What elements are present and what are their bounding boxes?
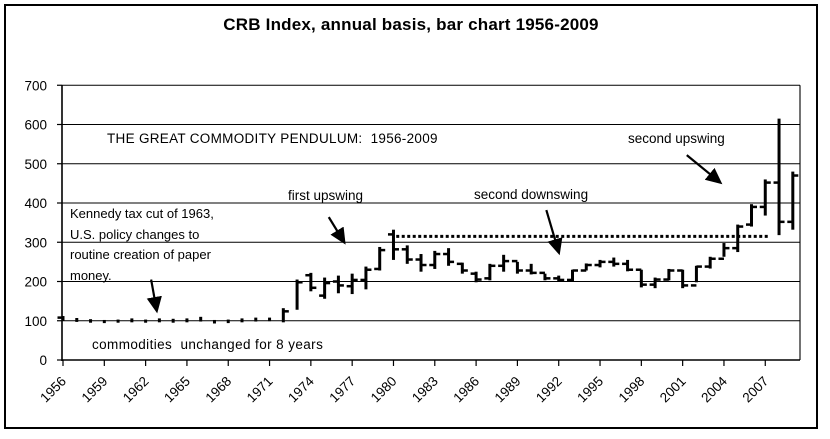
x-axis-label-2001: 2001: [657, 374, 689, 406]
chart-outer-border: [4, 4, 818, 429]
y-axis-label-600: 600: [24, 118, 47, 133]
x-axis-label-1983: 1983: [409, 374, 441, 406]
y-axis-label-200: 200: [24, 275, 47, 290]
x-axis-label-1995: 1995: [574, 374, 606, 406]
x-axis-label-1968: 1968: [203, 374, 235, 406]
y-axis-label-0: 0: [39, 353, 47, 368]
x-axis-label-1992: 1992: [533, 374, 565, 406]
x-axis-label-1977: 1977: [326, 374, 358, 406]
y-axis-label-400: 400: [24, 196, 47, 211]
y-axis-label-500: 500: [24, 157, 47, 172]
x-axis-label-1974: 1974: [285, 373, 317, 405]
x-axis-label-1962: 1962: [120, 374, 152, 406]
kennedy-arrow: [146, 279, 162, 314]
second-upswing-arrow: [686, 154, 723, 185]
x-axis-label-1998: 1998: [616, 374, 648, 406]
x-axis-label-1956: 1956: [37, 374, 69, 406]
chart-title: CRB Index, annual basis, bar chart 1956-…: [223, 15, 599, 34]
annotation-commodities-unchanged: commodities unchanged for 8 years: [92, 337, 324, 352]
x-axis-label-1959: 1959: [79, 374, 111, 406]
x-axis-label-2007: 2007: [740, 374, 772, 406]
annotation-pendulum: THE GREAT COMMODITY PENDULUM: 1956-2009: [107, 131, 438, 146]
x-axis-label-1986: 1986: [450, 374, 482, 406]
y-axis-label-300: 300: [24, 235, 47, 250]
y-axis-label-100: 100: [24, 314, 47, 329]
x-axis-label-2004: 2004: [698, 373, 730, 405]
annotation-kennedy-tax-cut: Kennedy tax cut of 1963, U.S. policy cha…: [70, 206, 214, 283]
annotation-second-upswing: second upswing: [628, 131, 725, 146]
first-upswing-arrow: [327, 216, 346, 245]
y-axis-label-700: 700: [24, 78, 47, 93]
x-axis-label-1971: 1971: [244, 374, 276, 406]
annotation-first-upswing: first upswing: [288, 188, 364, 203]
x-axis-label-1965: 1965: [161, 374, 193, 406]
x-axis-label-1989: 1989: [492, 374, 524, 406]
x-axis-label-1980: 1980: [368, 374, 400, 406]
second-downswing-arrow: [545, 209, 563, 256]
annotation-second-downswing: second downswing: [474, 187, 589, 202]
